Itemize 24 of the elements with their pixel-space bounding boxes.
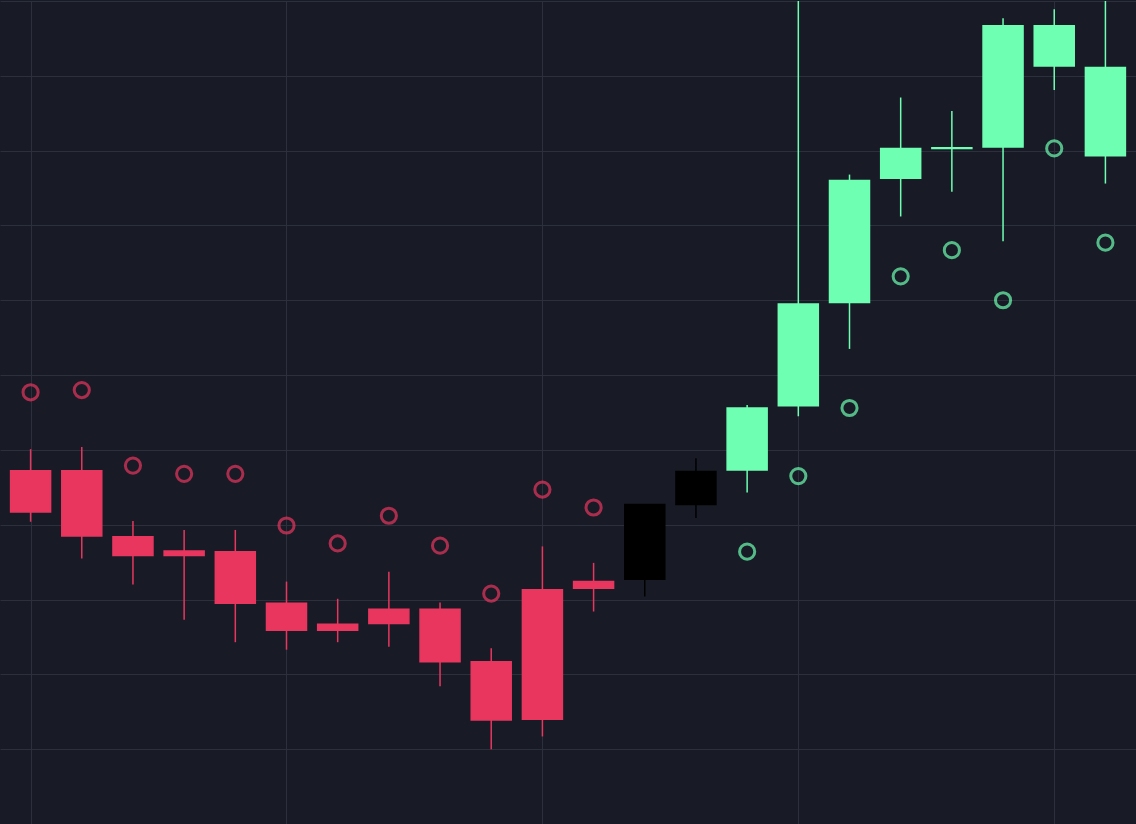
point xyxy=(379,506,398,525)
point xyxy=(1045,139,1064,158)
point xyxy=(123,456,143,475)
point xyxy=(891,267,910,286)
point xyxy=(482,584,501,603)
point xyxy=(533,480,552,499)
point xyxy=(430,536,450,555)
point xyxy=(840,398,859,418)
point xyxy=(738,542,757,561)
candlestick xyxy=(316,598,359,643)
point xyxy=(993,291,1013,310)
point xyxy=(277,516,296,535)
point xyxy=(328,534,347,553)
point xyxy=(584,498,603,517)
candlestick xyxy=(163,529,205,621)
point xyxy=(789,467,808,486)
point xyxy=(175,464,194,483)
point xyxy=(942,241,961,260)
point xyxy=(226,464,245,483)
point xyxy=(1096,233,1115,252)
point xyxy=(21,383,40,402)
candlestick xyxy=(931,110,973,193)
candlestick xyxy=(572,562,615,613)
point xyxy=(72,380,91,400)
